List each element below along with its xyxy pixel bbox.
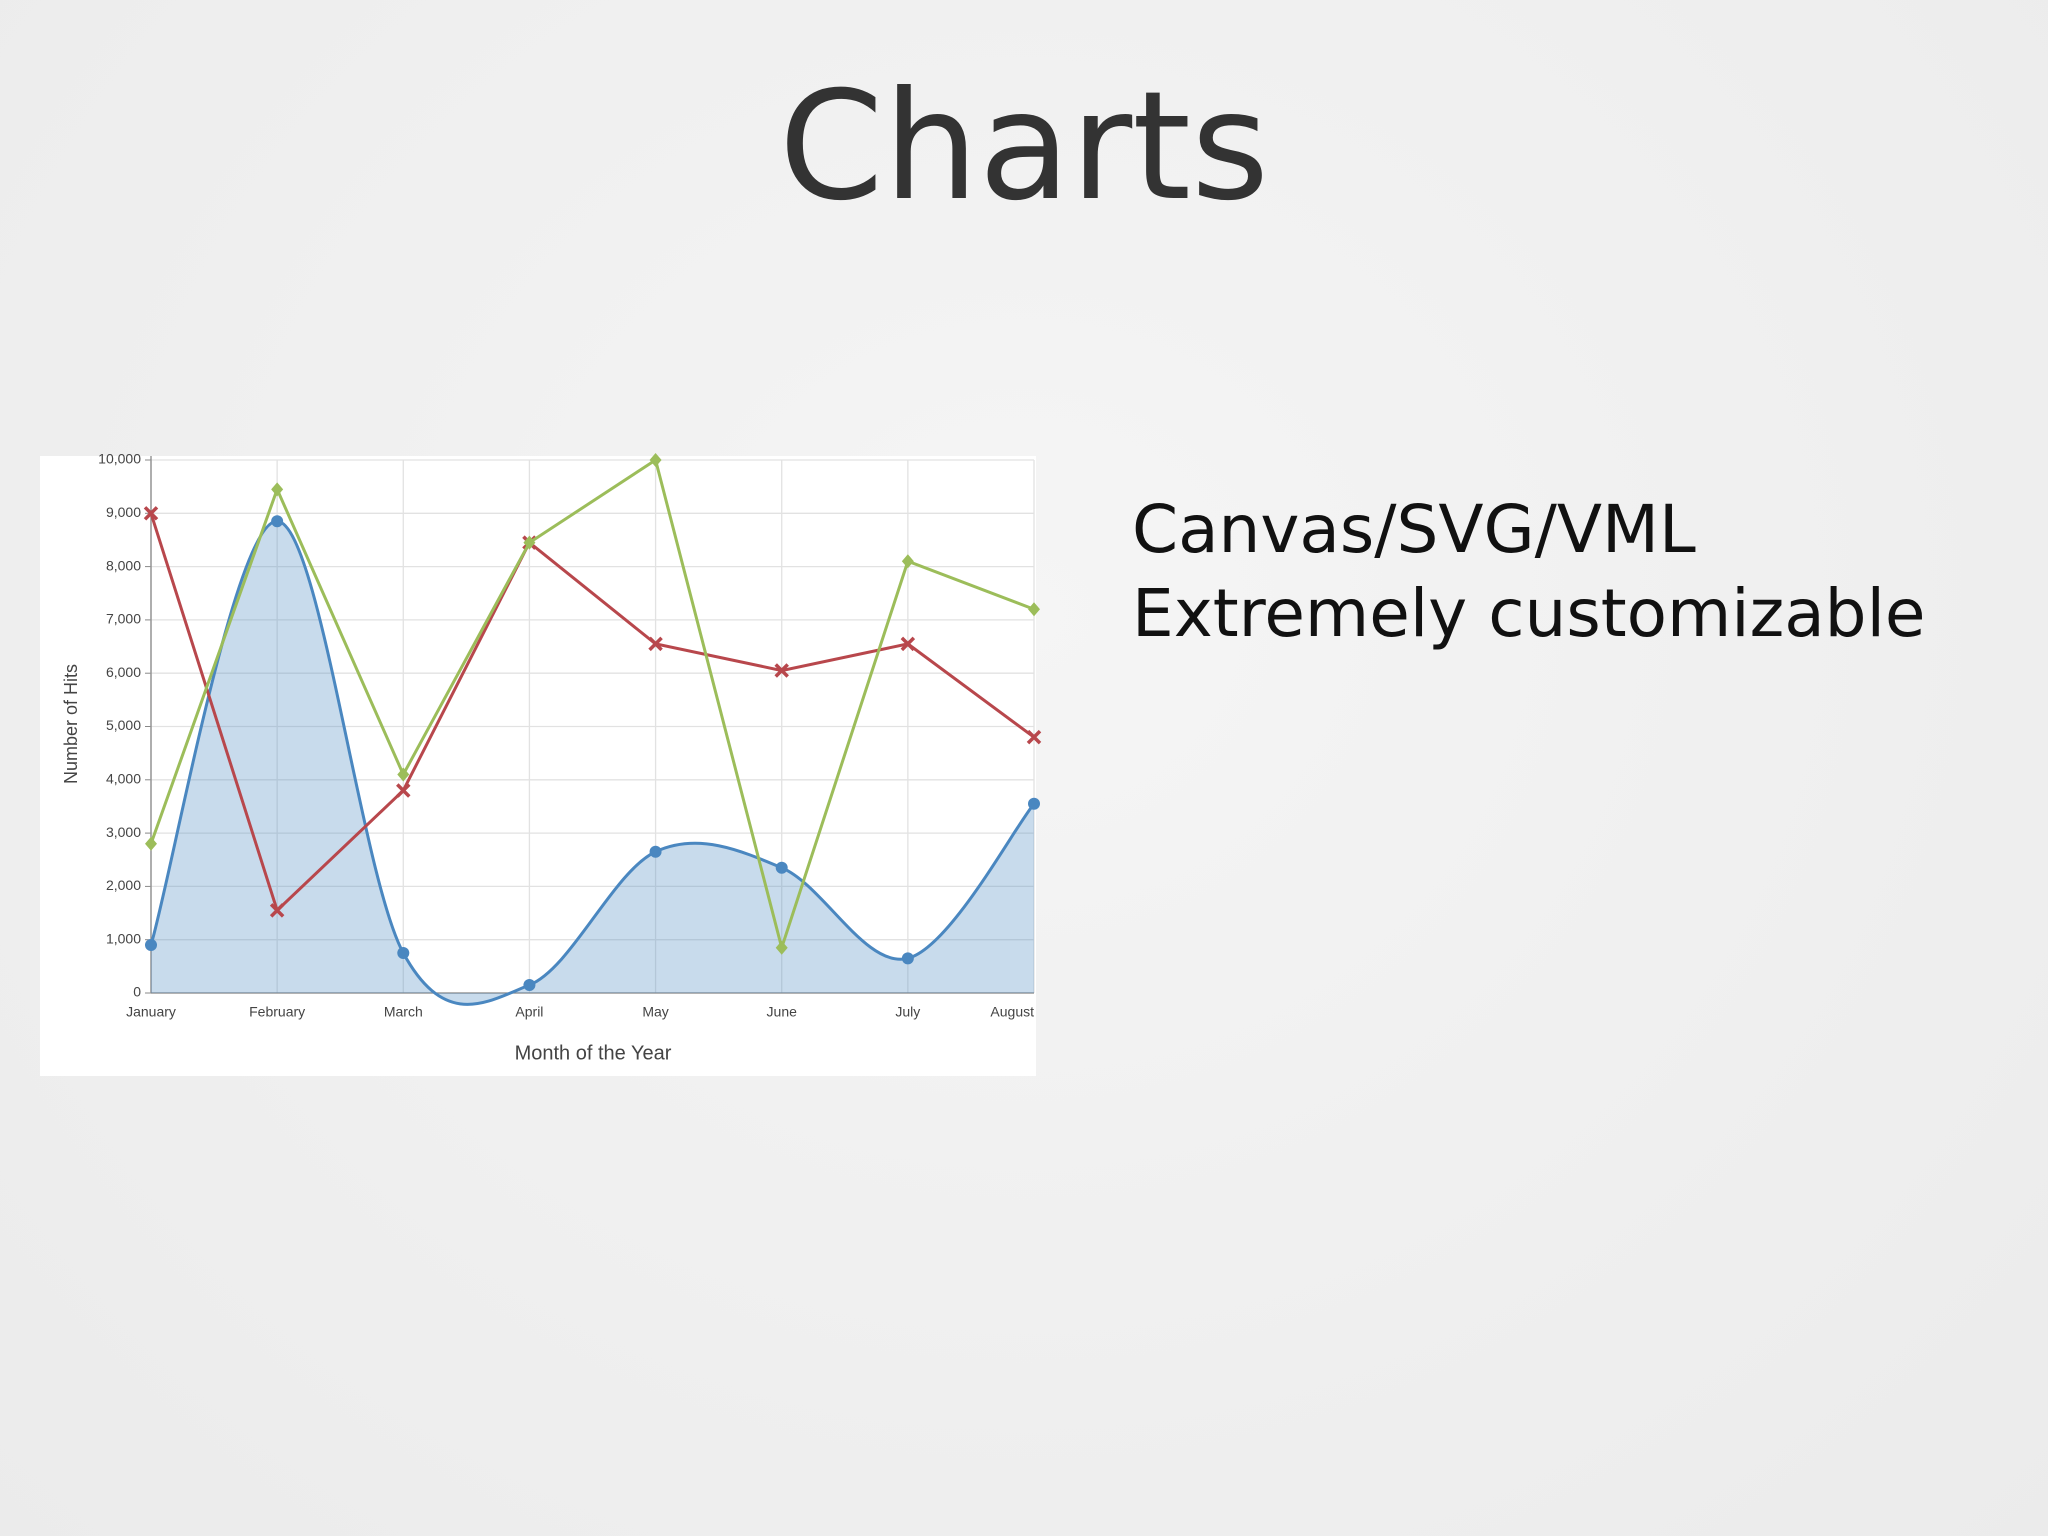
point — [145, 836, 157, 851]
x-tick-label: July — [895, 1004, 920, 1020]
point — [269, 903, 285, 918]
point — [397, 767, 410, 782]
y-tick-label: 6,000 — [106, 664, 141, 680]
x-tick-label: January — [126, 1004, 176, 1020]
bullet: Extremely customizable — [1132, 575, 1926, 652]
point — [1026, 729, 1042, 745]
point — [1028, 797, 1040, 810]
chart-background — [40, 456, 1036, 1076]
bullet: Canvas/SVG/VML — [1132, 491, 1696, 568]
x-tick-label: August — [990, 1004, 1034, 1020]
y-tick-label: 10,000 — [98, 451, 141, 467]
point — [648, 636, 663, 652]
y-tick-label: 0 — [133, 984, 141, 1000]
y-axis-label: Number of Hits — [61, 664, 81, 784]
x-tick-label: March — [384, 1004, 423, 1020]
y-tick-label: 2,000 — [106, 877, 141, 893]
point — [774, 663, 789, 678]
x-tick-label: June — [767, 1004, 798, 1020]
x-tick-label: May — [642, 1004, 668, 1020]
y-tick-label: 3,000 — [106, 824, 141, 840]
point — [523, 979, 536, 992]
y-tick-label: 4,000 — [106, 771, 141, 787]
point — [649, 845, 662, 858]
point — [397, 947, 410, 960]
x-tick-label: February — [249, 1004, 305, 1020]
point — [143, 506, 159, 521]
y-tick-label: 8,000 — [106, 557, 141, 573]
y-tick-label: 9,000 — [106, 504, 141, 520]
bullet-list: Canvas/SVG/VML Extremely customizable — [1132, 488, 1926, 656]
y-tick-label: 5,000 — [106, 717, 141, 733]
x-axis-label: Month of the Year — [515, 1042, 672, 1064]
point — [901, 554, 914, 569]
point — [145, 939, 157, 952]
y-tick-label: 7,000 — [106, 611, 141, 627]
point — [901, 952, 914, 965]
point — [396, 783, 411, 798]
x-tick-label: April — [515, 1004, 543, 1020]
point — [900, 636, 916, 652]
point — [649, 453, 662, 467]
slide-title: Charts — [778, 60, 1270, 234]
point — [775, 940, 788, 955]
line — [149, 457, 1035, 954]
point — [775, 861, 788, 874]
point — [523, 535, 536, 550]
area — [151, 521, 1034, 1005]
point — [1028, 602, 1040, 617]
point — [271, 515, 284, 528]
line — [149, 512, 1035, 914]
y-tick-label: 1,000 — [106, 930, 141, 946]
point — [271, 482, 284, 497]
